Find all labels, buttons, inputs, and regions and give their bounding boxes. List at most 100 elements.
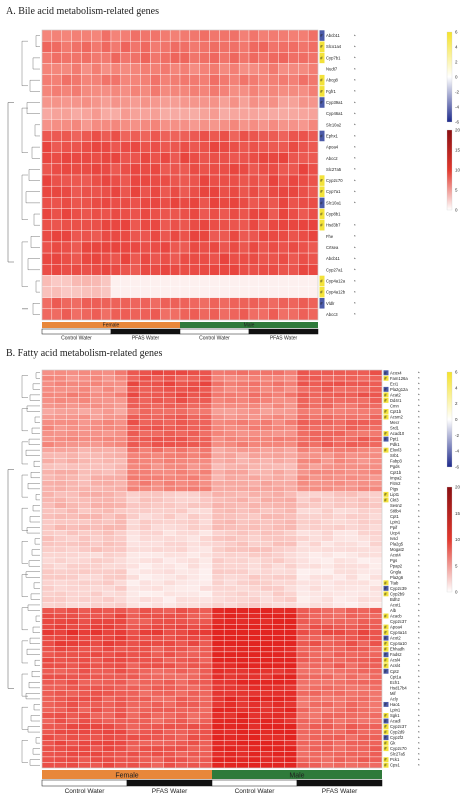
fold-change-legend-tick: 0 [455,417,458,422]
fold-change-legend-tick: -4 [455,449,459,454]
heatmap-cell [90,695,103,702]
heatmap-cell [175,707,188,713]
heatmap-cell [248,491,261,498]
heatmap-cell [248,480,261,487]
gene-star: * [418,547,420,552]
treatment-label: Control Water [199,336,230,342]
heatmap-cell [211,552,225,559]
heatmap-cell [41,601,55,608]
heatmap-cell [179,308,191,321]
fold-change-legend-tick: 2 [455,401,458,406]
heatmap-cell [248,585,261,592]
gene-label: Acot4 [390,553,401,558]
heatmap-cell [114,712,128,719]
heatmap-cell [66,574,79,581]
heatmap-cell [272,541,286,548]
heatmap-cell [199,712,213,719]
heatmap-cell [81,63,92,75]
heatmap-cell [179,63,191,75]
dendrogram-branch [29,79,40,92]
heatmap-cell [66,535,79,542]
heatmap-cell [248,414,261,420]
heatmap-cell [53,635,67,642]
heatmap-cell [126,707,140,713]
heatmap-cell [357,513,371,520]
heatmap-cell [90,524,103,531]
gene-label: Acot2 [390,636,401,641]
heatmap-cell [53,563,67,570]
heatmap-cell [175,541,188,548]
heatmap-cell [126,524,140,531]
heatmap-cell [41,679,55,686]
heatmap-cell [102,452,116,459]
heatmap-cell [333,535,346,542]
significance-marker [319,74,325,86]
heatmap-cell [138,651,152,658]
heatmap-cell [102,613,116,619]
heatmap-cell [236,391,249,398]
heatmap-cell [284,679,298,686]
heatmap-cell [211,618,225,625]
gene-label: Slco1a4 [326,44,342,49]
heatmap-cell [260,657,273,664]
heatmap-cell [278,286,289,298]
heatmap-cell [163,740,176,747]
heatmap-cell [333,723,346,730]
heatmap-cell [114,607,128,614]
heatmap-cell [296,546,310,553]
heatmap-cell [321,458,334,465]
significance-marker [383,635,389,641]
heatmap-cell [248,85,260,98]
heatmap-cell [114,740,128,747]
heatmap-cell [53,624,67,630]
heatmap-cell [284,618,298,625]
heatmap-cell [66,695,79,702]
heatmap-cell [138,552,152,559]
dendrogram-branch [28,560,40,567]
heatmap-cell [102,596,116,603]
heatmap-cell [369,690,383,697]
heatmap-cell [248,441,261,448]
heatmap-cell [296,552,310,559]
heatmap-cell [268,219,279,231]
heatmap-cell [126,662,140,669]
heatmap-cell [260,425,273,431]
heatmap-cell [296,519,310,525]
heatmap-cell [41,519,55,525]
heatmap-cell [357,745,371,752]
heatmap-cell [248,297,260,310]
heatmap-cell [120,52,131,64]
heatmap-cell [66,590,79,597]
heatmap-cell [321,430,334,437]
heatmap-cell [130,308,141,321]
heatmap-cell [160,219,171,231]
heatmap-cell [187,740,201,747]
gene-label: Slc27a5 [390,752,406,757]
heatmap-cell [357,651,371,658]
heatmap-cell [345,408,358,415]
heatmap-cell [284,635,298,642]
heatmap-cell [66,557,79,564]
dendrogram-branch [35,494,40,501]
heatmap-cell [120,119,131,131]
heatmap-cell [126,402,140,409]
gene-label: Lpin1 [390,707,401,712]
expression-legend-tick: 20 [455,485,461,490]
gene-label: Lpin1 [390,520,401,525]
heatmap-cell [53,496,67,503]
heatmap-cell [151,386,164,393]
significance-marker [383,657,389,663]
heatmap-cell [126,441,140,448]
heatmap-cell [223,524,237,531]
heatmap-cell [333,552,346,559]
heatmap-cell [211,546,225,553]
heatmap-cell [199,513,213,520]
heatmap-cell [296,447,310,454]
heatmap-cell [91,308,102,321]
heatmap-cell [236,640,249,647]
gene-star: * [418,498,420,503]
heatmap-cell [163,485,176,492]
heatmap-cell [308,386,322,393]
heatmap-cell [321,369,334,376]
heatmap-cell [150,74,161,86]
